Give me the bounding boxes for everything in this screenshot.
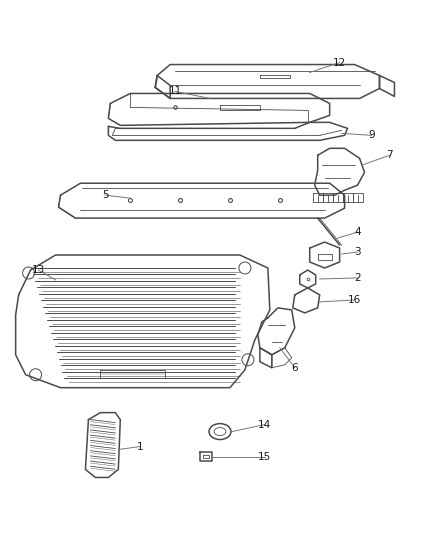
Text: 5: 5 <box>102 190 109 200</box>
Text: 6: 6 <box>291 363 298 373</box>
Text: 14: 14 <box>258 419 272 430</box>
Text: 12: 12 <box>333 58 346 68</box>
Text: 11: 11 <box>169 86 182 96</box>
Text: 13: 13 <box>32 265 45 275</box>
Text: 7: 7 <box>386 150 393 160</box>
Text: 16: 16 <box>348 295 361 305</box>
Text: 3: 3 <box>354 247 361 257</box>
Text: 15: 15 <box>258 451 272 462</box>
Text: 4: 4 <box>354 227 361 237</box>
Text: 9: 9 <box>368 131 375 140</box>
Text: 1: 1 <box>137 441 144 451</box>
Text: 2: 2 <box>354 273 361 283</box>
